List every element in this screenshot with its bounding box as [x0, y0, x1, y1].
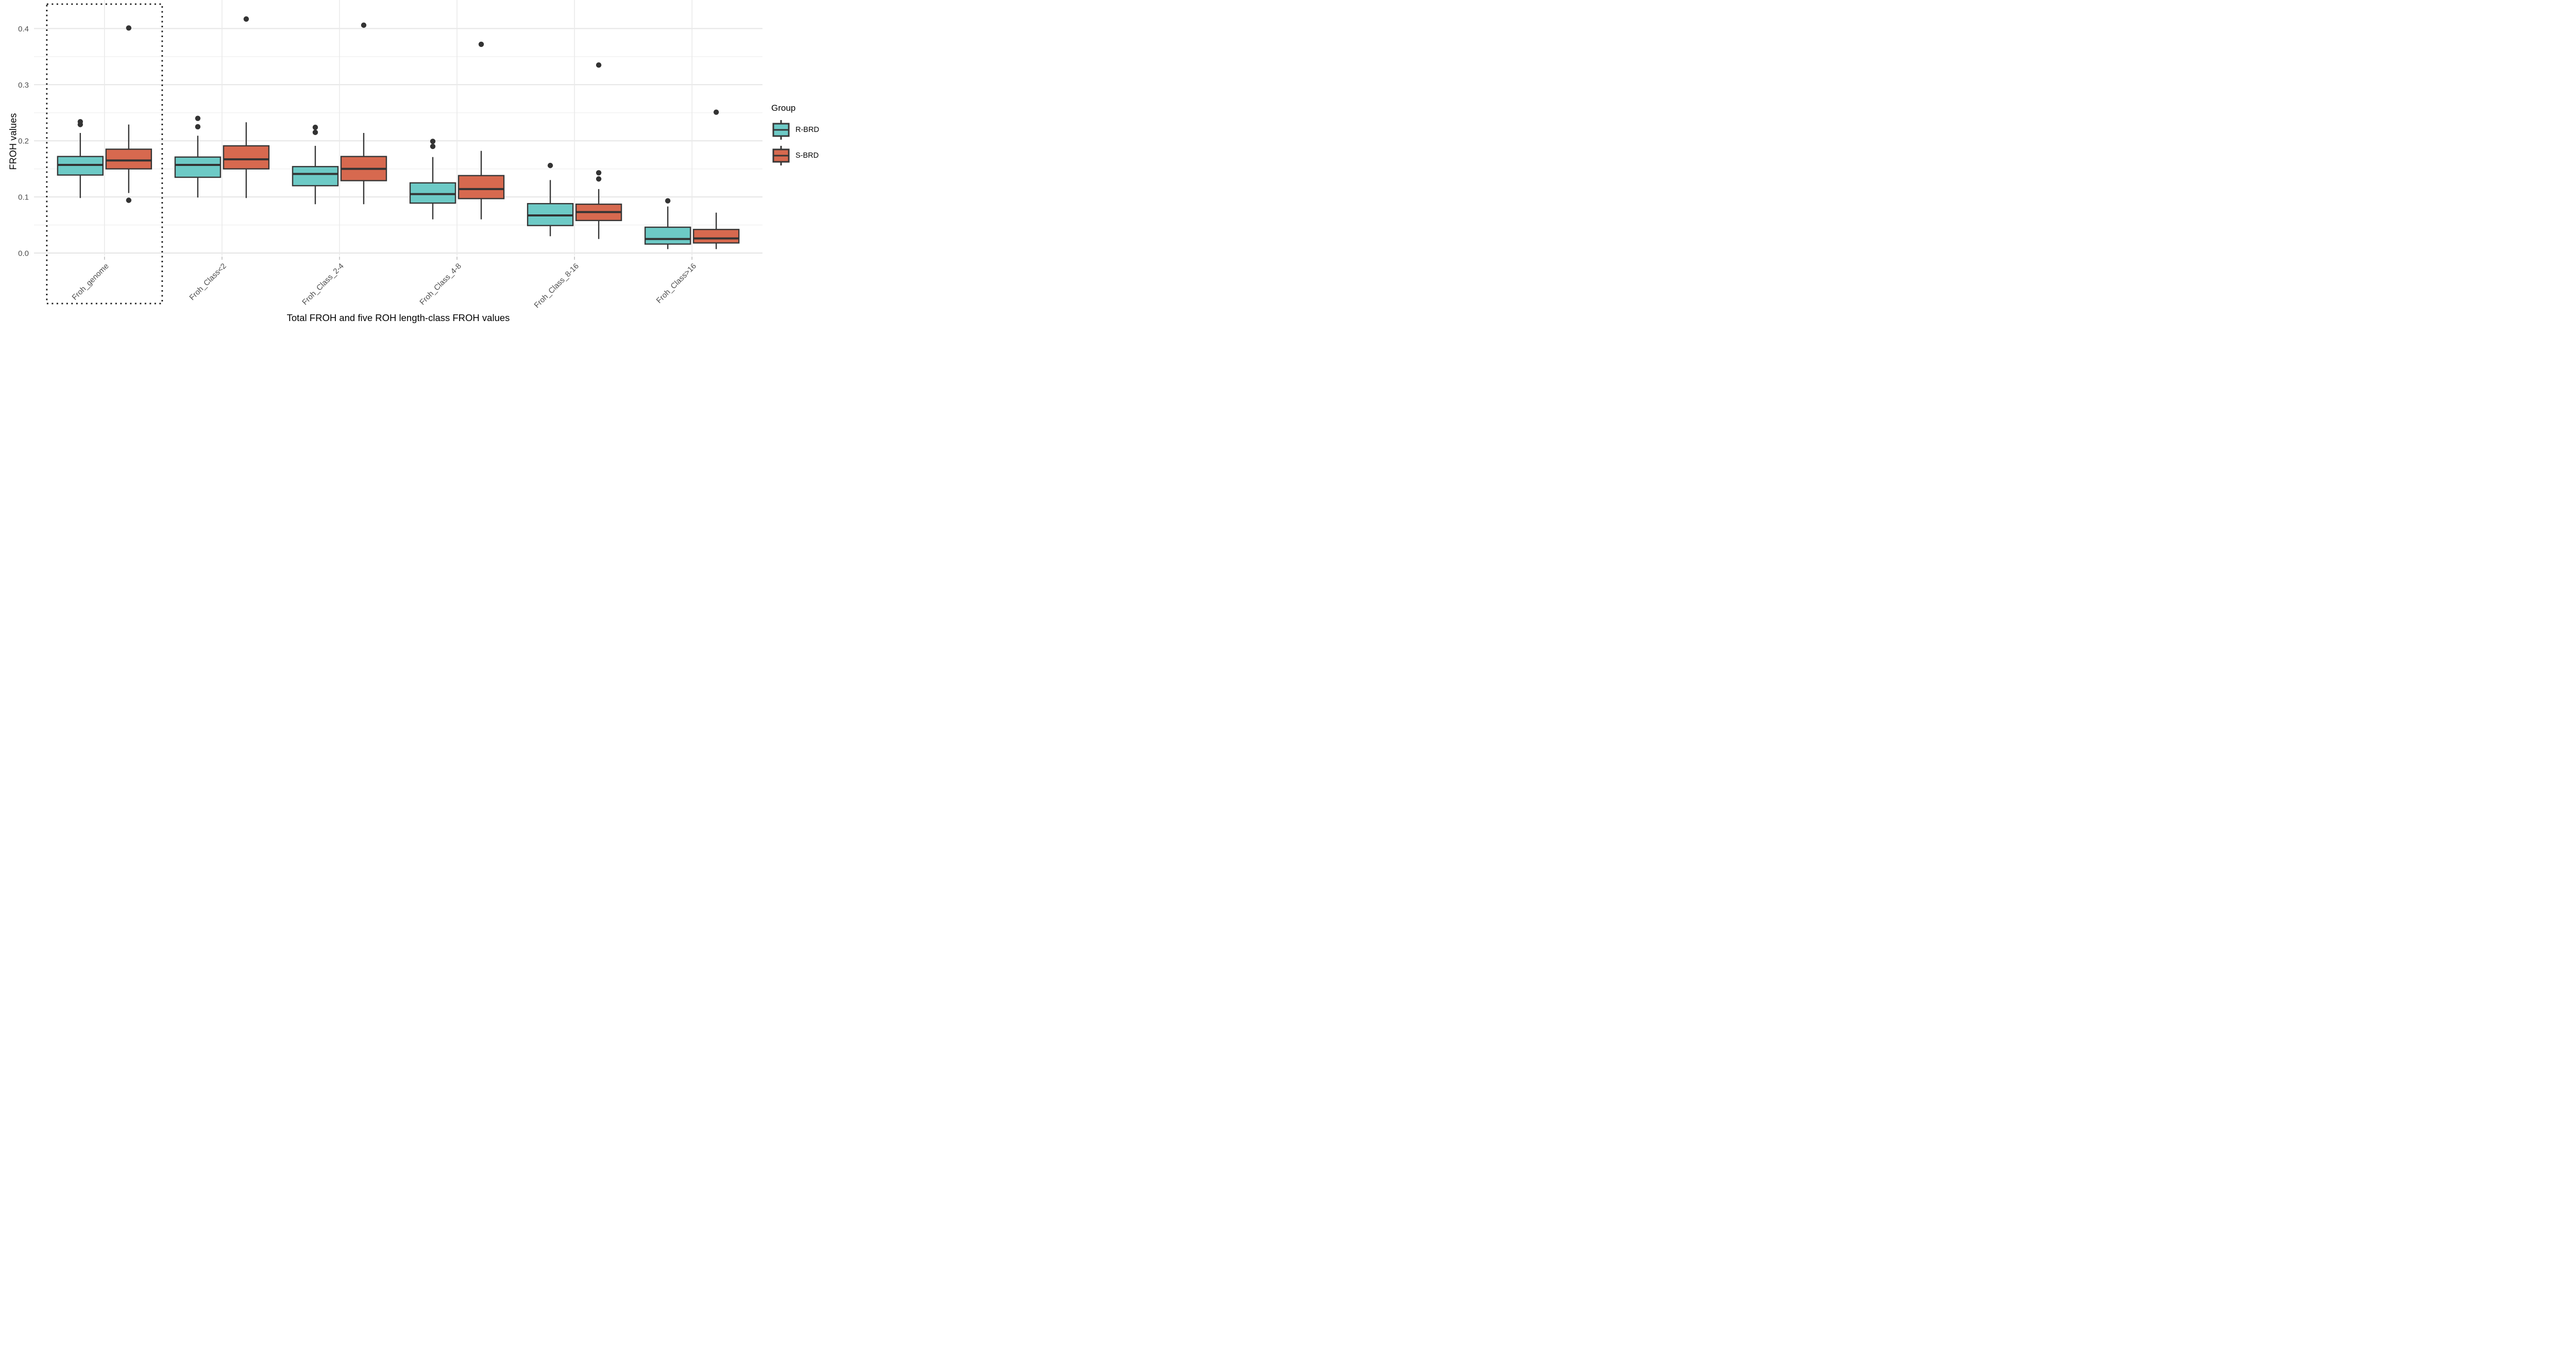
outlier-point: [195, 115, 201, 121]
y-tick-label: 0.2: [18, 137, 29, 146]
plot-panel: 0.0 0.1 0.2 0.3 0.4 Froh_genome Froh_Class<2 Fr…: [18, 0, 762, 310]
outlier-point: [361, 22, 367, 28]
y-tick-label: 0.4: [18, 25, 29, 33]
x-tick-label: Froh_Class>16: [655, 262, 698, 305]
outlier-point: [126, 197, 132, 203]
x-tick-label: Froh_genome: [71, 262, 111, 302]
box-S-BRD-Froh_genome: [105, 148, 152, 170]
legend-title: Group: [771, 103, 796, 113]
legend-item-s-brd: S-BRD: [771, 145, 823, 166]
x-axis-title: Total FROH and five ROH length-class FRO…: [286, 312, 510, 323]
y-tick-label: 0.1: [18, 193, 29, 202]
legend: Group R-BRD S-BRD: [771, 103, 823, 171]
outlier-point: [665, 198, 671, 204]
x-tick-label: Froh_Class_4-8: [418, 262, 463, 307]
outlier-point: [126, 25, 132, 31]
box-R-BRD-Froh_Class_2-4: [292, 166, 339, 187]
outlier-point: [478, 41, 484, 47]
box-S-BRD-Froh_Class>16: [692, 229, 740, 244]
outlier-point: [596, 170, 602, 176]
outlier-point: [312, 129, 318, 136]
outlier-point: [77, 119, 83, 125]
boxplot-key-icon: [772, 120, 790, 140]
boxplot-figure: 0.0 0.1 0.2 0.3 0.4 Froh_genome Froh_Class<2 Fr…: [0, 0, 824, 334]
y-tick-label: 0.0: [18, 249, 29, 258]
box-R-BRD-Froh_Class_4-8: [409, 182, 456, 204]
x-tick-label: Froh_Class_2-4: [300, 262, 345, 307]
legend-label-s-brd: S-BRD: [795, 152, 819, 160]
highlight-rect: [46, 3, 163, 305]
legend-item-r-brd: R-BRD: [771, 120, 823, 140]
outlier-point: [195, 124, 201, 130]
x-tick-label: Froh_Class_8-16: [533, 262, 581, 310]
outlier-point: [430, 139, 436, 144]
outlier-point: [430, 143, 436, 149]
box-R-BRD-Froh_Class<2: [174, 156, 222, 178]
box-S-BRD-Froh_Class_4-8: [457, 175, 505, 199]
outlier-point: [713, 109, 719, 115]
legend-label-r-brd: R-BRD: [795, 126, 819, 134]
x-tick-label: Froh_Class<2: [188, 262, 228, 302]
outlier-point: [312, 124, 318, 130]
outlier-point: [243, 16, 249, 22]
boxplot-key-icon: [772, 146, 790, 165]
y-tick-label: 0.3: [18, 81, 29, 90]
outlier-point: [596, 176, 602, 182]
y-axis-title: FROH values: [8, 113, 19, 170]
outlier-point: [547, 162, 553, 169]
box-R-BRD-Froh_Class>16: [644, 226, 691, 245]
box-S-BRD-Froh_Class<2: [223, 145, 270, 170]
outlier-point: [596, 62, 602, 68]
